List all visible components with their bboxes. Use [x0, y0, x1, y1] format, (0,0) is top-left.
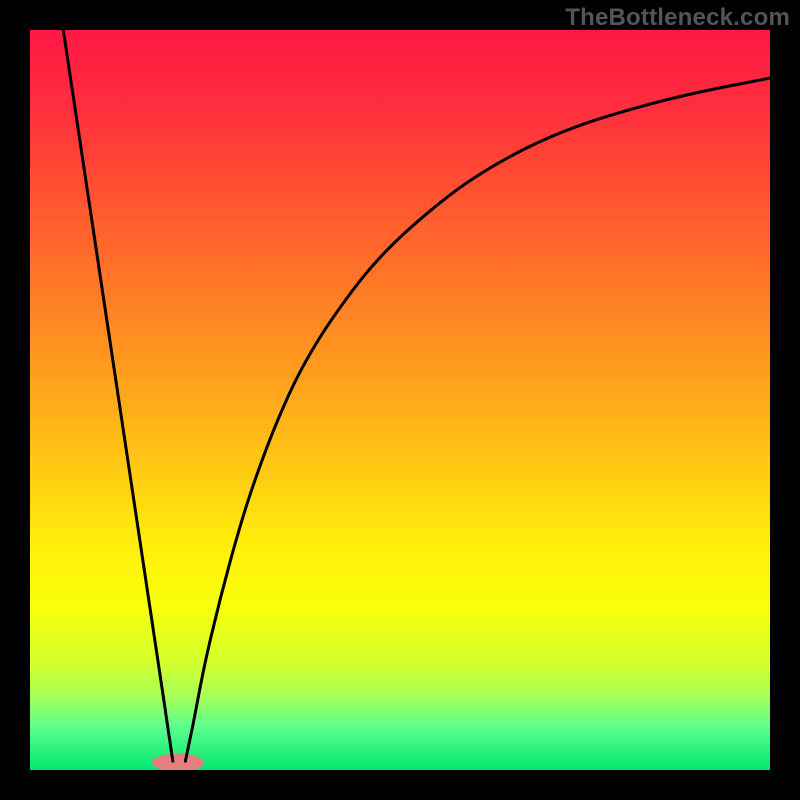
gradient-background: [30, 30, 770, 770]
bottleneck-curve-chart: [0, 0, 800, 800]
chart-container: TheBottleneck.com: [0, 0, 800, 800]
watermark-text: TheBottleneck.com: [565, 4, 790, 32]
bottleneck-marker: [152, 754, 204, 772]
